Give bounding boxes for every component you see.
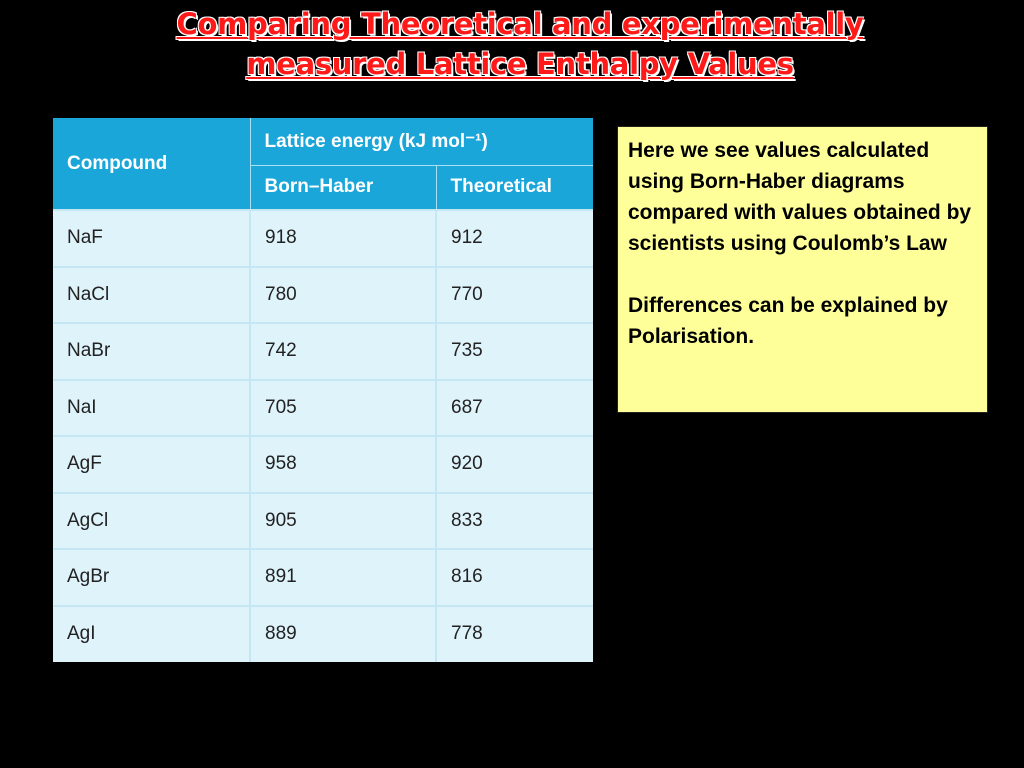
lattice-energy-table: Compound Lattice energy (kJ mol⁻¹) Born–…: [53, 118, 593, 662]
explanation-note: Here we see values calculated using Born…: [617, 126, 988, 413]
slide-title: Comparing Theoretical and experimentally…: [120, 4, 920, 84]
cell-theoretical: 687: [435, 378, 593, 436]
table-row: NaBr 742 735: [53, 322, 593, 380]
cell-born-haber: 918: [249, 209, 436, 267]
cell-born-haber: 958: [249, 435, 436, 493]
cell-theoretical: 833: [435, 491, 593, 549]
cell-born-haber: 742: [249, 322, 436, 380]
cell-compound: NaCl: [53, 265, 250, 323]
cell-theoretical: 912: [435, 209, 593, 267]
table-row: NaF 918 912: [53, 209, 593, 267]
slide-title-line-1: Comparing Theoretical and experimentally: [176, 7, 864, 41]
table-row: NaI 705 687: [53, 378, 593, 436]
cell-born-haber: 705: [249, 378, 436, 436]
header-compound: Compound: [53, 118, 250, 210]
header-born-haber: Born–Haber: [249, 164, 436, 210]
note-paragraph-polarisation: Differences can be explained by Polarisa…: [628, 294, 948, 348]
cell-theoretical: 778: [435, 604, 593, 662]
cell-born-haber: 780: [249, 265, 436, 323]
cell-theoretical: 735: [435, 322, 593, 380]
cell-born-haber: 905: [249, 491, 436, 549]
table-row: AgI 889 778: [53, 604, 593, 662]
cell-compound: AgF: [53, 435, 250, 493]
table-row: AgCl 905 833: [53, 491, 593, 549]
cell-born-haber: 889: [249, 604, 436, 662]
cell-compound: AgCl: [53, 491, 250, 549]
cell-theoretical: 920: [435, 435, 593, 493]
table-row: AgBr 891 816: [53, 548, 593, 606]
cell-theoretical: 816: [435, 548, 593, 606]
cell-theoretical: 770: [435, 265, 593, 323]
note-paragraph-values: Here we see values calculated using Born…: [628, 139, 972, 255]
cell-born-haber: 891: [249, 548, 436, 606]
table-row: NaCl 780 770: [53, 265, 593, 323]
header-lattice-energy: Lattice energy (kJ mol⁻¹): [249, 118, 593, 165]
cell-compound: AgBr: [53, 548, 250, 606]
header-theoretical: Theoretical: [435, 164, 593, 210]
table-row: AgF 958 920: [53, 435, 593, 493]
cell-compound: NaBr: [53, 322, 250, 380]
cell-compound: NaF: [53, 209, 250, 267]
slide-title-line-2: measured Lattice Enthalpy Values: [246, 47, 794, 81]
cell-compound: NaI: [53, 378, 250, 436]
cell-compound: AgI: [53, 604, 250, 662]
